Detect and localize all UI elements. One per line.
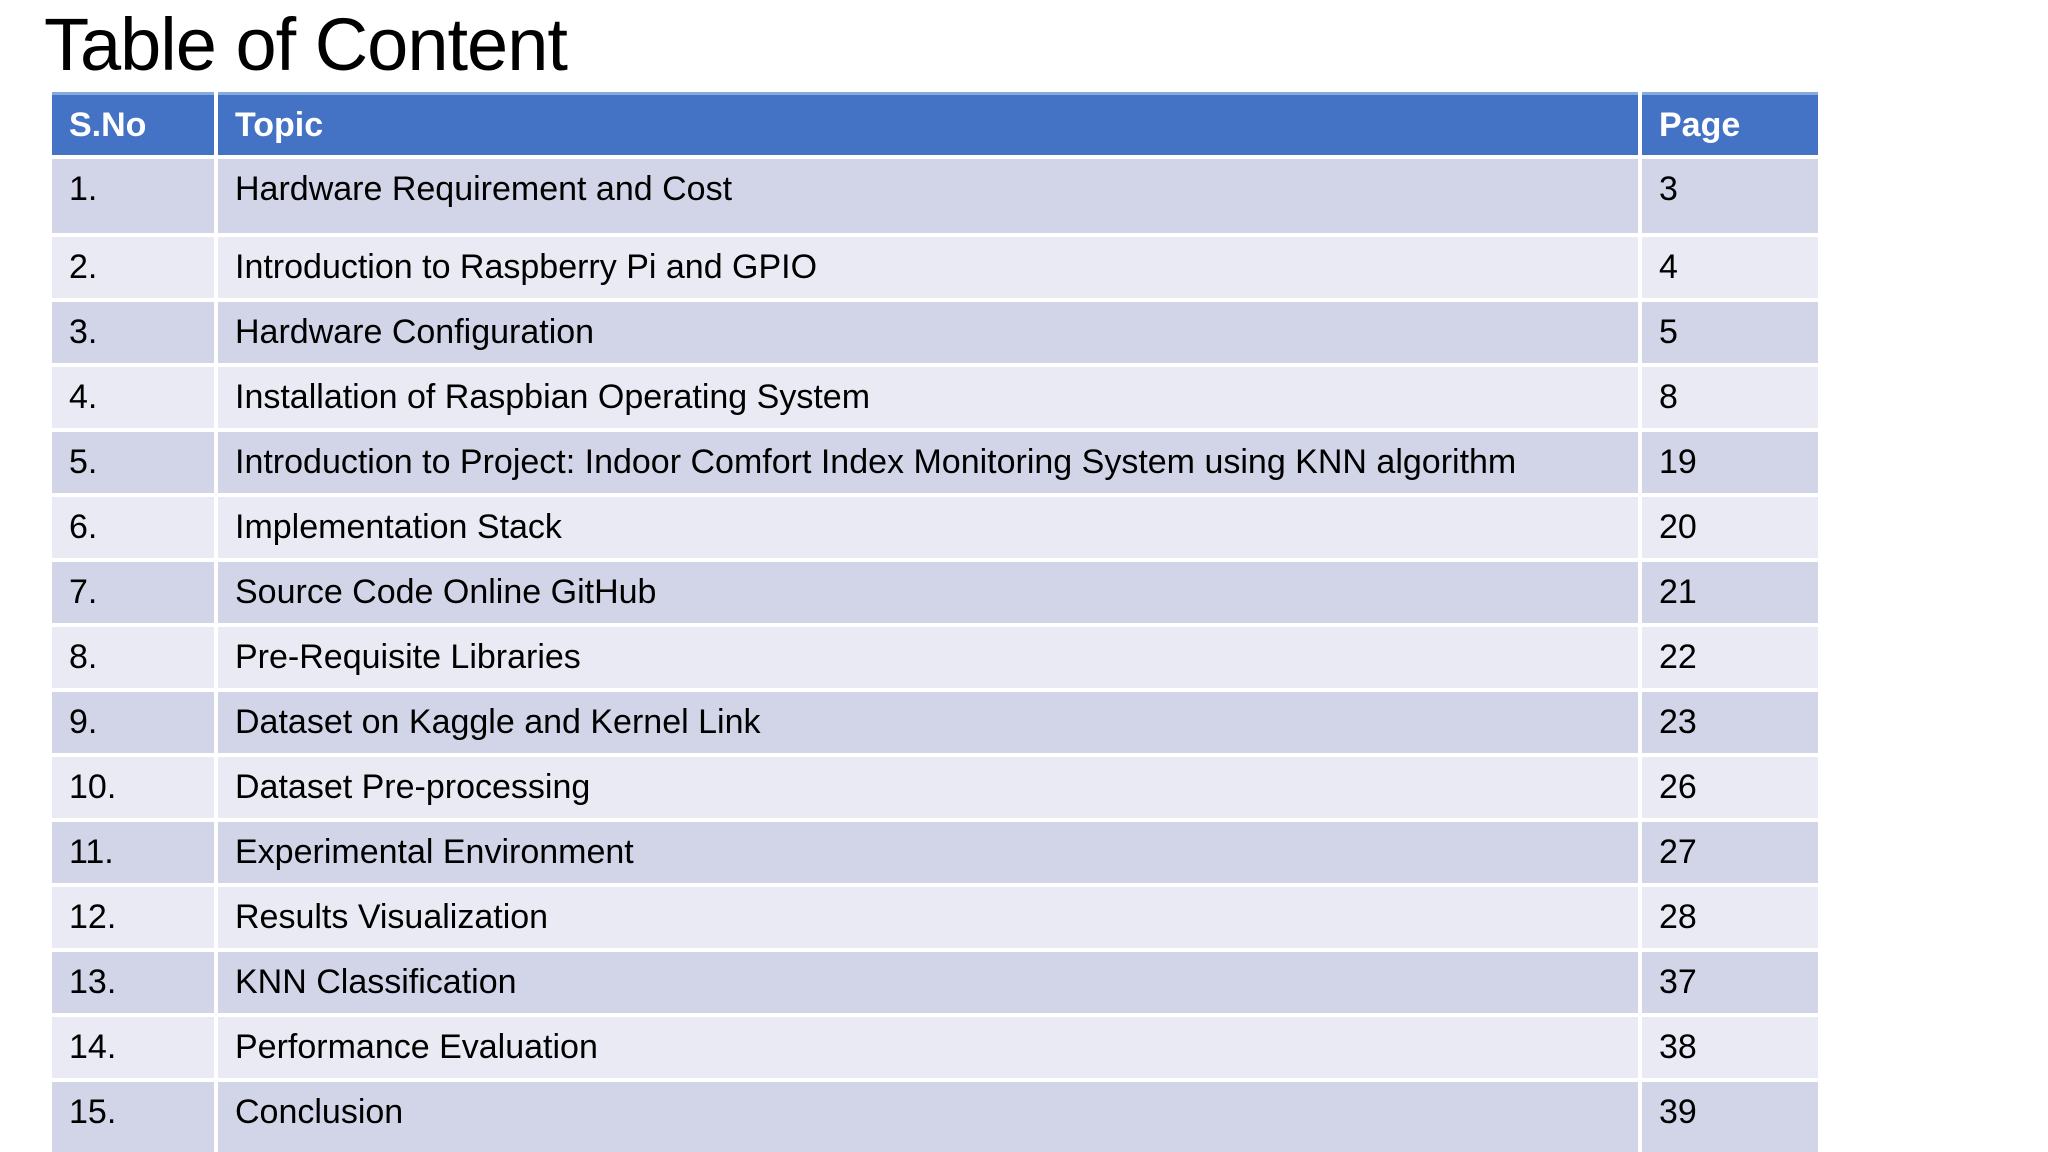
page-cell: 5 — [1638, 298, 1822, 367]
sno-cell: 9. — [48, 688, 218, 757]
sno-cell: 8. — [48, 623, 218, 692]
sno-cell: 2. — [48, 233, 218, 302]
page-cell: 39 — [1638, 1078, 1822, 1152]
sno-cell: 5. — [48, 428, 218, 497]
table-row: 1. Hardware Requirement and Cost 3 — [48, 155, 1822, 237]
topic-cell: Dataset Pre-processing — [214, 753, 1642, 822]
table-row: 12. Results Visualization 28 — [48, 883, 1822, 952]
table-row: 15. Conclusion 39 — [48, 1078, 1822, 1152]
page-cell: 28 — [1638, 883, 1822, 952]
topic-cell: Implementation Stack — [214, 493, 1642, 562]
table-row: 10. Dataset Pre-processing 26 — [48, 753, 1822, 822]
topic-cell: Pre-Requisite Libraries — [214, 623, 1642, 692]
topic-cell: KNN Classification — [214, 948, 1642, 1017]
page-cell: 27 — [1638, 818, 1822, 887]
sno-cell: 3. — [48, 298, 218, 367]
topic-cell: Performance Evaluation — [214, 1013, 1642, 1082]
page-cell: 21 — [1638, 558, 1822, 627]
page-title: Table of Content — [44, 3, 568, 86]
page-cell: 3 — [1638, 155, 1822, 237]
column-header-page: Page — [1638, 92, 1822, 159]
topic-cell: Hardware Requirement and Cost — [214, 155, 1642, 237]
table-row: 2. Introduction to Raspberry Pi and GPIO… — [48, 233, 1822, 302]
page-cell: 22 — [1638, 623, 1822, 692]
sno-cell: 12. — [48, 883, 218, 952]
sno-cell: 11. — [48, 818, 218, 887]
page-cell: 37 — [1638, 948, 1822, 1017]
page-cell: 4 — [1638, 233, 1822, 302]
topic-cell: Experimental Environment — [214, 818, 1642, 887]
page-cell: 20 — [1638, 493, 1822, 562]
page-cell: 38 — [1638, 1013, 1822, 1082]
topic-cell: Conclusion — [214, 1078, 1642, 1152]
topic-cell: Introduction to Project: Indoor Comfort … — [214, 428, 1642, 497]
topic-cell: Dataset on Kaggle and Kernel Link — [214, 688, 1642, 757]
table-row: 5. Introduction to Project: Indoor Comfo… — [48, 428, 1822, 497]
column-header-sno: S.No — [48, 92, 218, 159]
sno-cell: 7. — [48, 558, 218, 627]
topic-cell: Introduction to Raspberry Pi and GPIO — [214, 233, 1642, 302]
sno-cell: 14. — [48, 1013, 218, 1082]
table-of-contents: S.No Topic Page 1. Hardware Requirement … — [48, 92, 1822, 1152]
sno-cell: 1. — [48, 155, 218, 237]
topic-cell: Source Code Online GitHub — [214, 558, 1642, 627]
table-row: 9. Dataset on Kaggle and Kernel Link 23 — [48, 688, 1822, 757]
table-row: 14. Performance Evaluation 38 — [48, 1013, 1822, 1082]
sno-cell: 15. — [48, 1078, 218, 1152]
sno-cell: 10. — [48, 753, 218, 822]
table-row: 3. Hardware Configuration 5 — [48, 298, 1822, 367]
sno-cell: 4. — [48, 363, 218, 432]
table-row: 8. Pre-Requisite Libraries 22 — [48, 623, 1822, 692]
table-row: 7. Source Code Online GitHub 21 — [48, 558, 1822, 627]
page-cell: 26 — [1638, 753, 1822, 822]
sno-cell: 6. — [48, 493, 218, 562]
page-cell: 19 — [1638, 428, 1822, 497]
table-row: 6. Implementation Stack 20 — [48, 493, 1822, 562]
page-cell: 8 — [1638, 363, 1822, 432]
page-cell: 23 — [1638, 688, 1822, 757]
sno-cell: 13. — [48, 948, 218, 1017]
table-row: 4. Installation of Raspbian Operating Sy… — [48, 363, 1822, 432]
table-row: 11. Experimental Environment 27 — [48, 818, 1822, 887]
topic-cell: Results Visualization — [214, 883, 1642, 952]
table-row: 13. KNN Classification 37 — [48, 948, 1822, 1017]
topic-cell: Hardware Configuration — [214, 298, 1642, 367]
table-header-row: S.No Topic Page — [48, 92, 1822, 159]
topic-cell: Installation of Raspbian Operating Syste… — [214, 363, 1642, 432]
column-header-topic: Topic — [214, 92, 1642, 159]
